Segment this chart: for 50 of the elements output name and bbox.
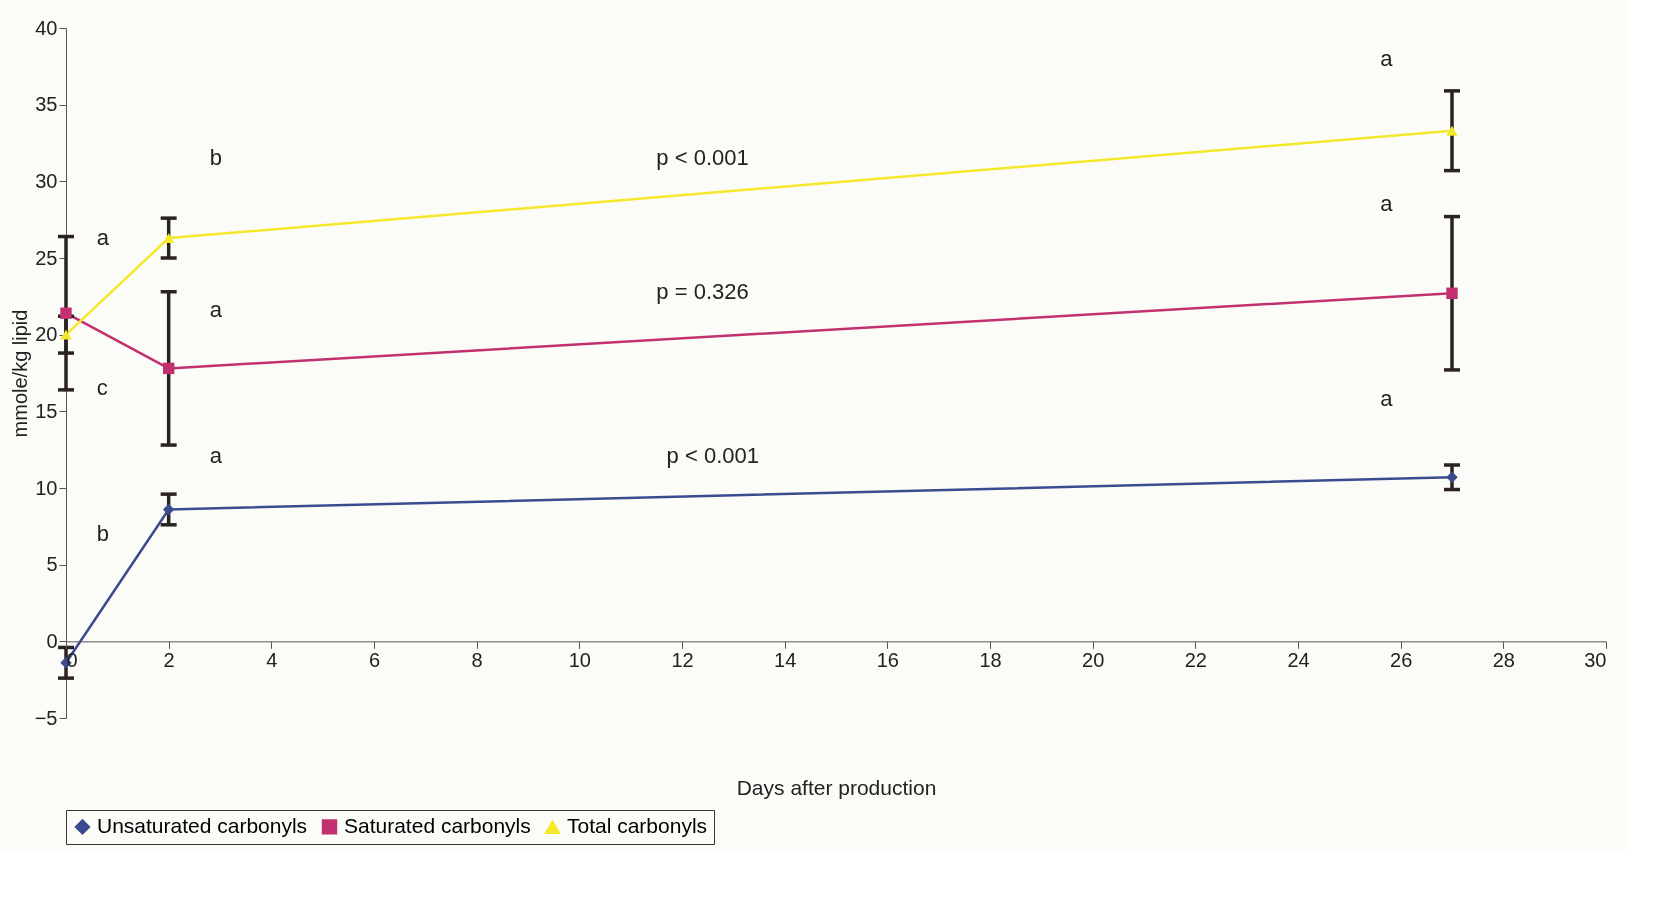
point (162, 233, 175, 243)
point (60, 307, 72, 319)
x-tick-label: 28 (1492, 648, 1515, 671)
annotation: a (96, 225, 110, 251)
point (1446, 125, 1458, 136)
x-tick-label: 8 (471, 648, 483, 671)
y-tick-label: −5 (34, 706, 58, 729)
annotation: a (1380, 45, 1394, 71)
x-tick-label: 6 (368, 648, 381, 671)
y-tick-label: 10 (35, 476, 58, 499)
y-tick-label: 20 (35, 323, 58, 346)
y-tick-label: 25 (35, 246, 58, 269)
y-tick-label: 5 (46, 553, 58, 576)
annotation: b (96, 521, 110, 546)
x-axis-title: Days after production (736, 775, 937, 799)
point (162, 503, 175, 516)
annotation: c (96, 375, 108, 401)
x-tick-label: 10 (568, 648, 591, 671)
legend-label: Total carbonyls (567, 814, 708, 838)
annotation: p < 0.001 (656, 145, 749, 171)
x-tick-label: 14 (774, 648, 797, 671)
x-tick-label: 16 (876, 648, 899, 671)
annotation: a (1380, 386, 1394, 412)
y-tick-label: 15 (35, 399, 58, 422)
annotation: a (1380, 191, 1394, 217)
point (1446, 471, 1458, 483)
y-tick-label: 30 (35, 169, 58, 192)
x-tick-label: 4 (266, 648, 278, 671)
x-tick-label: 30 (1584, 648, 1607, 671)
annotation: p < 0.001 (666, 442, 759, 468)
annotation: a (209, 442, 223, 468)
point (60, 329, 72, 340)
y-axis-title: mmole/kg lipid (8, 309, 31, 438)
x-tick-label: 12 (671, 648, 694, 671)
point (162, 362, 175, 375)
point (1446, 287, 1458, 299)
annotation: a (209, 297, 223, 323)
annotation: p = 0.326 (656, 278, 749, 304)
y-tick-label: 40 (35, 16, 58, 39)
y-tick-label: 0 (46, 629, 58, 652)
x-tick-label: 24 (1287, 648, 1310, 671)
legend-label: Saturated carbonyls (344, 813, 531, 837)
x-tick-label: 22 (1184, 648, 1207, 671)
y-tick-label: 35 (35, 93, 58, 116)
x-tick-label: 18 (979, 648, 1002, 671)
annotation: b (209, 145, 222, 171)
legend-label: Unsaturated carbonyls (97, 813, 308, 837)
x-tick-label: 26 (1390, 648, 1413, 671)
x-tick-label: 2 (163, 648, 175, 671)
x-tick-label: 20 (1082, 648, 1105, 671)
